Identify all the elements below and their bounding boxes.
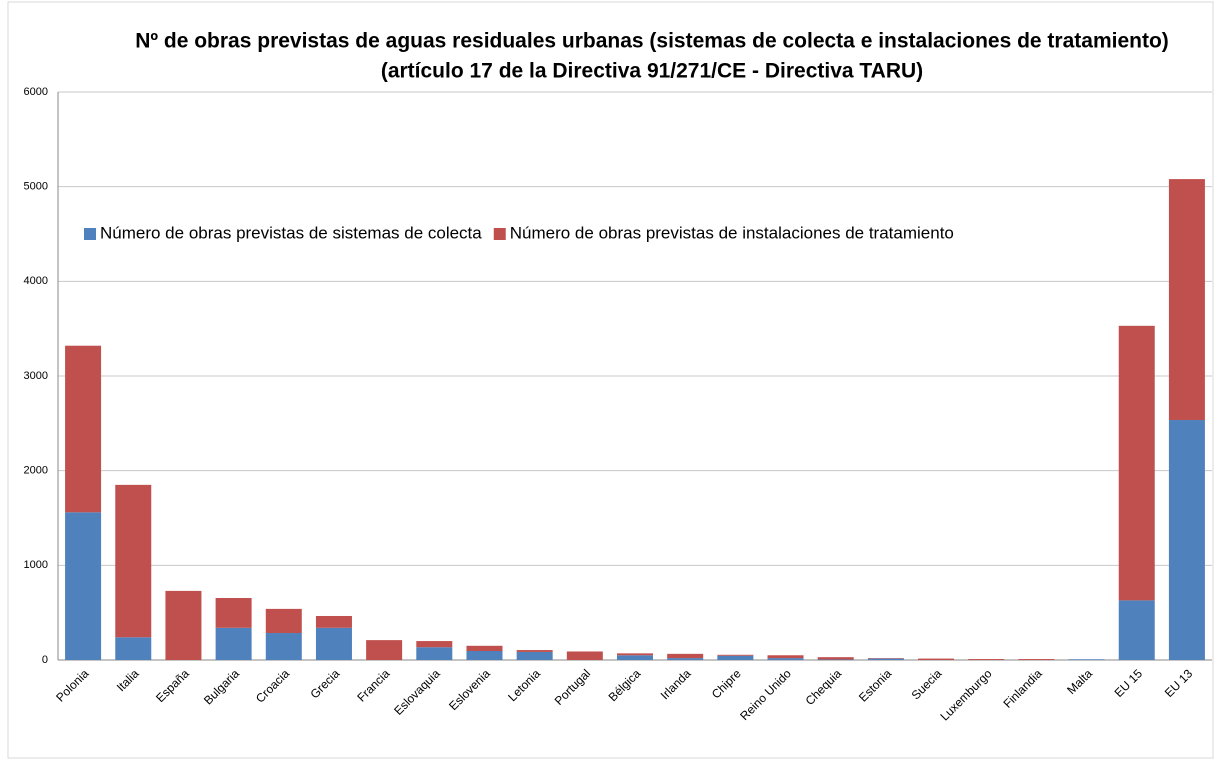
bar-segment	[315, 615, 352, 628]
bar-segment	[516, 651, 553, 660]
legend-swatch	[493, 228, 506, 240]
bar-segment	[65, 345, 102, 513]
bar-segment	[1068, 659, 1105, 660]
bar-segment	[65, 512, 102, 660]
bar-segment	[1168, 420, 1205, 660]
bar-segment	[516, 650, 553, 652]
bar-segment	[817, 657, 854, 660]
x-tick-label: Suecia	[909, 666, 945, 702]
x-tick-label: Portugal	[552, 666, 594, 708]
x-tick-label: Francia	[354, 666, 392, 704]
bar-segment	[717, 654, 754, 656]
x-tick-label: España	[153, 666, 192, 705]
y-tick-label: 5000	[24, 181, 48, 193]
bar-segment	[867, 658, 904, 660]
x-tick-label: Estonia	[856, 666, 894, 704]
bar-segment	[1168, 179, 1205, 421]
bar-segment	[265, 633, 302, 660]
x-tick-label: Chipre	[709, 666, 744, 701]
bar-segment	[215, 627, 252, 660]
x-tick-label: Malta	[1064, 666, 1095, 697]
chart-title: Nº de obras previstas de aguas residuale…	[135, 30, 1169, 53]
bar-segment	[416, 647, 453, 660]
bar-segment	[767, 658, 804, 660]
x-tick-label: Grecia	[307, 666, 342, 701]
x-tick-label: Eslovenia	[446, 666, 493, 713]
x-tick-label: Luxemburgo	[938, 666, 995, 723]
bar-segment	[165, 590, 202, 660]
bar-segment	[918, 658, 955, 660]
bar-segment	[315, 627, 352, 660]
x-tick-label: Croacia	[253, 666, 292, 705]
legend-swatch	[84, 228, 96, 240]
bar-segment	[667, 658, 704, 660]
y-tick-label: 4000	[24, 275, 48, 287]
y-tick-label: 1000	[24, 559, 48, 571]
x-tick-label: Chequia	[803, 666, 845, 708]
y-tick-label: 3000	[24, 370, 48, 382]
x-tick-label: Polonia	[53, 666, 91, 704]
bar-segment	[215, 597, 252, 628]
bar-segment	[767, 655, 804, 659]
bar-segment	[566, 651, 603, 660]
bar-segment	[1018, 659, 1055, 660]
chart-frame	[7, 1, 1214, 759]
chart-subtitle: (artículo 17 de la Directiva 91/271/CE -…	[381, 60, 923, 83]
x-tick-label: EU 13	[1162, 666, 1196, 700]
bar-segment	[466, 645, 503, 652]
bar-segment	[115, 637, 152, 660]
bar-segment	[416, 641, 453, 648]
legend-label: Número de obras previstas de instalacion…	[510, 223, 954, 242]
y-tick-label: 0	[42, 654, 48, 666]
x-tick-label: Bélgica	[606, 666, 644, 704]
x-tick-label: Reino Unido	[737, 666, 794, 723]
x-tick-label: EU 15	[1112, 666, 1146, 700]
bar-segment	[265, 608, 302, 634]
bar-segment	[667, 653, 704, 659]
bar-segment	[1118, 325, 1155, 601]
bar-segment	[968, 659, 1005, 660]
x-tick-label: Letonia	[505, 666, 543, 704]
y-tick-label: 6000	[24, 86, 48, 98]
bar-segment	[617, 655, 653, 660]
bar-segment	[115, 484, 152, 638]
legend-label: Número de obras previstas de sistemas de…	[100, 223, 482, 242]
bar-segment	[717, 655, 754, 660]
x-tick-label: Bulgaria	[201, 666, 242, 707]
bar-segment	[366, 640, 403, 660]
y-tick-label: 2000	[24, 465, 48, 477]
x-tick-label: Finlandia	[1000, 666, 1045, 711]
x-tick-label: Irlanda	[658, 666, 694, 702]
x-tick-label: Italia	[114, 666, 142, 694]
bar-segment	[617, 653, 653, 656]
bar-segment	[466, 651, 503, 660]
bar-segment	[1118, 600, 1155, 660]
x-tick-label: Eslovaquia	[391, 666, 443, 718]
